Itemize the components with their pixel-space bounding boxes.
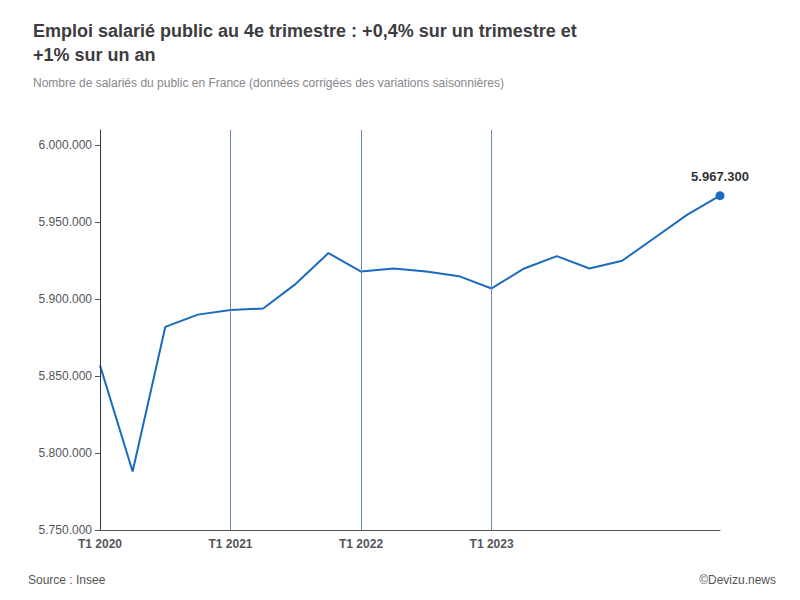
svg-text:Emploi salarié public au 4e tr: Emploi salarié public au 4e trimestre : … bbox=[33, 21, 577, 41]
svg-text:T1 2022: T1 2022 bbox=[339, 537, 383, 551]
svg-text:T1 2021: T1 2021 bbox=[209, 537, 253, 551]
svg-text:5.800.000: 5.800.000 bbox=[39, 446, 93, 460]
svg-text:5.900.000: 5.900.000 bbox=[39, 292, 93, 306]
svg-text:5.950.000: 5.950.000 bbox=[39, 215, 93, 229]
svg-text:T1 2020: T1 2020 bbox=[78, 537, 122, 551]
svg-text:Source : Insee: Source : Insee bbox=[28, 573, 106, 587]
svg-text:+1% sur un an: +1% sur un an bbox=[33, 45, 156, 65]
svg-text:Nombre de salariés du public e: Nombre de salariés du public en France (… bbox=[33, 76, 504, 90]
svg-text:5.967.300: 5.967.300 bbox=[691, 169, 749, 184]
svg-text:5.750.000: 5.750.000 bbox=[39, 523, 93, 537]
svg-text:6.000.000: 6.000.000 bbox=[39, 138, 93, 152]
svg-text:©Devizu.news: ©Devizu.news bbox=[699, 573, 776, 587]
svg-text:T1 2023: T1 2023 bbox=[470, 537, 514, 551]
svg-text:5.850.000: 5.850.000 bbox=[39, 369, 93, 383]
